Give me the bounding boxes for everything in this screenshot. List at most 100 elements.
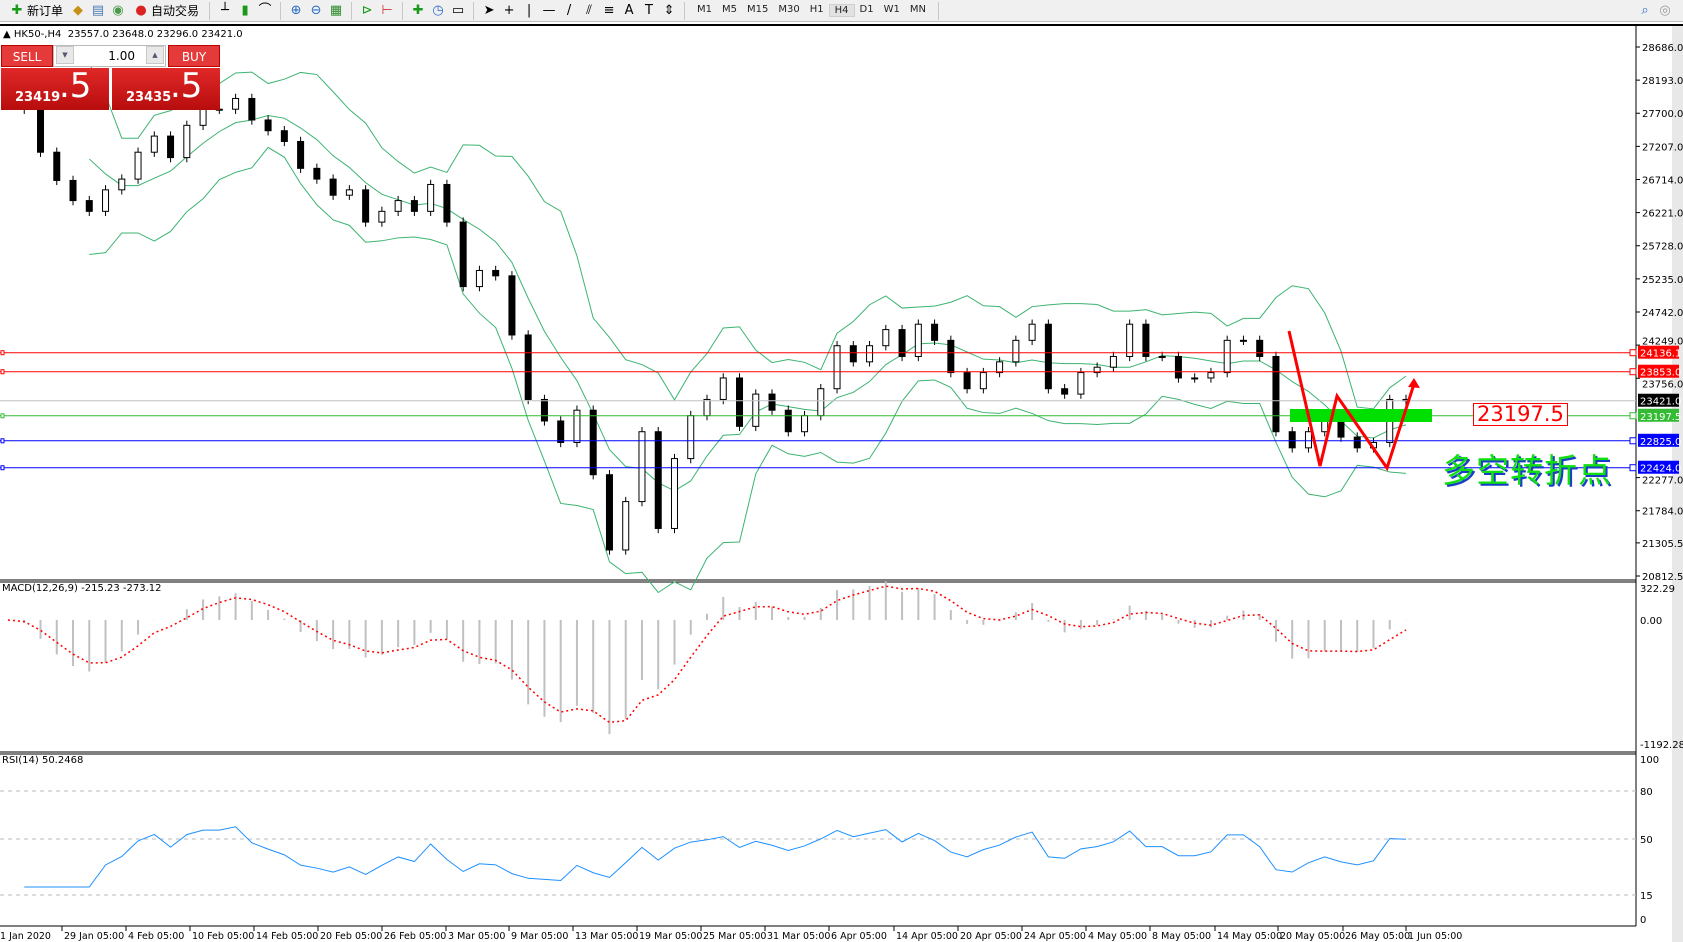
sell-price[interactable]: 23419.5: [1, 66, 109, 110]
candle: [329, 178, 337, 196]
sell-button[interactable]: SELL: [1, 45, 53, 67]
bar-chart-icon[interactable]: ┴: [221, 2, 229, 18]
chart-window[interactable]: 28686.0 28193.0 27700.0 27207.0 26714.0 26221…: [0, 24, 1683, 942]
chart-shift-icon[interactable]: ⊢: [381, 2, 393, 18]
separator: [209, 1, 211, 20]
separator: [473, 1, 475, 20]
signals-icon[interactable]: ◉: [112, 2, 124, 18]
candle: [1304, 431, 1312, 449]
lot-decrease-button[interactable]: ▼: [56, 46, 74, 64]
auto-trading-button[interactable]: ● 自动交易: [130, 1, 202, 21]
candle: [1109, 355, 1117, 368]
level-price-text: 24136.1: [1640, 349, 1681, 360]
level-handle: [1629, 412, 1637, 420]
timeframe-h1[interactable]: H1: [809, 4, 824, 15]
candle: [53, 151, 61, 181]
timeframe-m15[interactable]: M15: [747, 4, 769, 15]
date-label: 20 Feb 05:00: [320, 931, 382, 942]
fibonacci-icon[interactable]: ≡: [603, 2, 615, 18]
date-label: 20 May 05:00: [1280, 931, 1345, 942]
separator: [351, 1, 353, 20]
candle: [69, 179, 77, 202]
rsi-axis-label: 0: [1640, 915, 1646, 926]
equidistant-channel-icon[interactable]: ⫽: [586, 2, 592, 18]
candle: [427, 183, 435, 212]
timeframe-m1[interactable]: M1: [697, 4, 713, 15]
chart-canvas[interactable]: 28686.0 28193.0 27700.0 27207.0 26714.0 26221…: [0, 26, 1683, 942]
text-label-icon[interactable]: T: [645, 2, 653, 18]
zoom-in-icon[interactable]: ⊕: [290, 2, 302, 18]
candle: [410, 200, 418, 212]
buy-price[interactable]: 23435.5: [112, 66, 220, 110]
candle: [703, 398, 711, 417]
text-icon[interactable]: A: [624, 2, 634, 18]
autoscroll-icon[interactable]: ⊳: [361, 2, 373, 18]
new-order-button[interactable]: ✚ 新订单: [6, 1, 66, 21]
date-label: 19 Mar 05:00: [639, 931, 702, 942]
timeframe-m5[interactable]: M5: [722, 4, 738, 15]
timeframe-mn[interactable]: MN: [909, 4, 926, 15]
candle: [622, 501, 630, 551]
search-icon[interactable]: ⌕: [1641, 2, 1649, 18]
candle: [849, 345, 857, 363]
level-price-tag: [1638, 393, 1679, 407]
candlestick-icon[interactable]: ▮: [241, 2, 249, 18]
timeframe-d1[interactable]: D1: [859, 4, 874, 15]
candle: [378, 210, 386, 223]
timeframe-w1[interactable]: W1: [883, 4, 900, 15]
vertical-line-icon[interactable]: |: [526, 2, 532, 18]
crosshair-icon[interactable]: +: [503, 2, 515, 18]
date-label: 21 Jan 2020: [0, 931, 51, 942]
separator: [280, 1, 282, 20]
buy-button[interactable]: BUY: [168, 45, 220, 67]
candle: [833, 345, 841, 390]
candle: [1321, 420, 1329, 433]
indicators-icon[interactable]: ✚: [412, 2, 424, 18]
cursor-icon[interactable]: ➤: [483, 2, 495, 18]
date-label: 8 May 05:00: [1152, 931, 1211, 942]
candle: [297, 140, 305, 169]
date-label: 26 Feb 05:00: [384, 931, 446, 942]
one-click-trading-panel: SELL 1.00 ▼ ▲ BUY 23419.5 23435.5: [1, 45, 220, 110]
meta-editor-icon[interactable]: ◆: [73, 2, 84, 18]
periods-icon[interactable]: ◷: [432, 2, 444, 18]
tile-windows-icon[interactable]: ▦: [329, 2, 343, 18]
candle: [1044, 323, 1052, 390]
level-handle: [0, 369, 5, 375]
arrows-icon[interactable]: ⇕: [663, 2, 675, 18]
level-price-tag: [1638, 345, 1679, 359]
candle: [118, 178, 126, 191]
templates-icon[interactable]: ▭: [451, 2, 465, 18]
candle: [752, 393, 760, 427]
date-label: 6 Apr 05:00: [831, 931, 887, 942]
zoom-out-icon[interactable]: ⊖: [310, 2, 322, 18]
date-label: 4 May 05:00: [1088, 931, 1147, 942]
candle: [1239, 339, 1247, 342]
date-label: 10 Feb 05:00: [192, 931, 254, 942]
rsi-axis-label: 80: [1640, 787, 1653, 798]
pivot-annotation-text[interactable]: 多空转折点: [1442, 451, 1612, 490]
rsi-axis-label: 15: [1640, 891, 1653, 902]
candle: [167, 135, 175, 159]
candle: [719, 377, 727, 400]
level-price-label[interactable]: 23197.5: [1473, 403, 1568, 426]
zigzag-arrow: [1287, 330, 1416, 472]
candle: [1207, 372, 1215, 379]
separator: [684, 1, 686, 20]
timeframe-m30[interactable]: M30: [778, 4, 800, 15]
lot-size-input[interactable]: 1.00: [53, 45, 166, 67]
date-label: 9 Mar 05:00: [511, 931, 568, 942]
date-label: 14 May 05:00: [1217, 931, 1282, 942]
navigator-icon[interactable]: ▤: [91, 2, 105, 18]
timeframe-h4[interactable]: H4: [828, 4, 855, 17]
trendline-icon[interactable]: /: [566, 2, 572, 18]
candle: [524, 334, 532, 400]
candle: [736, 377, 744, 427]
horizontal-line-icon[interactable]: —: [542, 2, 556, 18]
lot-increase-button[interactable]: ▲: [146, 46, 164, 64]
collapse-icon[interactable]: ▲: [3, 29, 14, 40]
line-chart-icon[interactable]: ⌒: [258, 2, 272, 18]
community-icon[interactable]: ◎: [1659, 2, 1671, 18]
price-label: 22277.0: [1642, 476, 1683, 487]
candle: [492, 269, 500, 277]
